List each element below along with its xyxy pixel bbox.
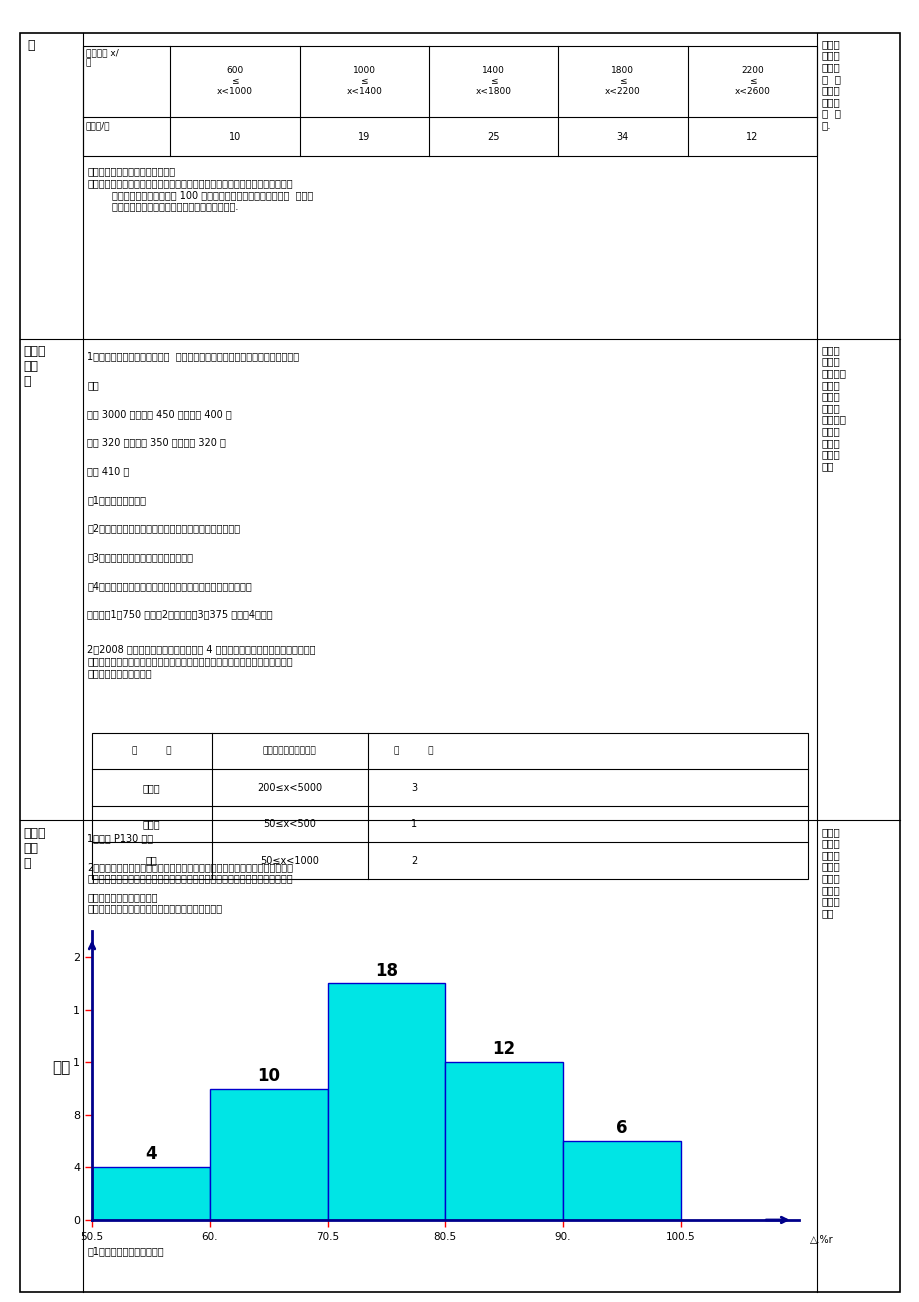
Text: 2、某班同学进行数学测验，将所得成绩（得分取整数）进行整理后分成五组，
并绘制成频数分布直方图（如下图）请结合直方图提供的信息，回答下列问题：: 2、某班同学进行数学测验，将所得成绩（得分取整数）进行整理后分成五组， 并绘制成… (87, 862, 293, 884)
Text: 三、例
题讲
解: 三、例 题讲 解 (23, 345, 45, 388)
Text: 羽毛球: 羽毛球 (142, 819, 161, 829)
Text: 50≤x<500: 50≤x<500 (263, 819, 316, 829)
Text: 灯泡数/个: 灯泡数/个 (85, 121, 110, 130)
Text: 3: 3 (411, 783, 416, 793)
Text: 10: 10 (229, 132, 241, 142)
Text: 杂工 320 元招待甲 350 元招待乙 320 元: 杂工 320 元招待甲 350 元招待乙 320 元 (87, 437, 226, 448)
Text: 2200
≤
x<2600: 2200 ≤ x<2600 (733, 66, 769, 96)
Text: 使用寿命 x/
时: 使用寿命 x/ 时 (85, 48, 119, 68)
Text: 1000
≤
x<1400: 1000 ≤ x<1400 (346, 66, 381, 96)
Text: 通过问
题的解
决，让
学生进
一步体
会数据
的权的
作用: 通过问 题的解 决，让 学生进 一步体 会数据 的权的 作用 (821, 827, 839, 918)
Text: 1、课本 P130 练习: 1、课本 P130 练习 (87, 833, 153, 844)
Text: 会计 410 元: 会计 410 元 (87, 466, 130, 477)
Text: 50≤x<1000: 50≤x<1000 (260, 855, 319, 866)
Text: 张          数: 张 数 (394, 747, 433, 755)
Bar (83, 46, 816, 156)
Text: 2、2008 年奥运会将在北京举行，今年 4 月份门票销售网上已开始全面预订．晓
函一家三口准备去北京看奥运会，开幕式一家三人都看，妈妈喜欢看羽毛球，而
爸爸和: 2、2008 年奥运会将在北京举行，今年 4 月份门票销售网上已开始全面预订．晓… (87, 644, 315, 677)
Text: 25: 25 (487, 132, 499, 142)
Text: 王某 3000 元厨师甲 450 元厨师乙 400 元: 王某 3000 元厨师甲 450 元厨师乙 400 元 (87, 409, 232, 419)
Text: 开幕式: 开幕式 (142, 783, 161, 793)
Text: 这批灯泡的平均使用寿命是多少？
分析：灯泡的考察带有破坏性，因此我们不能用全面调查的方法考察这批灯泡的
        平均使用寿命．采用抽出 100 只灯泡的: 这批灯泡的平均使用寿命是多少？ 分析：灯泡的考察带有破坏性，因此我们不能用全面调… (87, 167, 313, 211)
Text: 项          目: 项 目 (132, 747, 171, 755)
Text: （2）平均工资能否反映帮工人员在该月收入的一般水平？: （2）平均工资能否反映帮工人员在该月收入的一般水平？ (87, 523, 240, 534)
Text: 平均每张票的价格是多少？
你能估计出本次奥运会的门票的平均价格是多少吗？: 平均每张票的价格是多少？ 你能估计出本次奥运会的门票的平均价格是多少吗？ (87, 892, 222, 914)
Text: 34: 34 (616, 132, 629, 142)
Text: （1）计算平均工资；: （1）计算平均工资； (87, 495, 146, 505)
Text: 200≤x<5000: 200≤x<5000 (257, 783, 322, 793)
Text: 600
≤
x<1000: 600 ≤ x<1000 (217, 66, 253, 96)
Text: 四、巩
固提
高: 四、巩 固提 高 (23, 827, 45, 870)
Text: 答案：（1）750 元，（2）不能！（3）375 元，（4）能！: 答案：（1）750 元，（2）不能！（3）375 元，（4）能！ (87, 609, 273, 620)
Text: 通过实
际问题
的解决，
让学生
体会数
据的权
的作用，
体验参
与数学
活动的
乐趣: 通过实 际问题 的解决， 让学生 体会数 据的权 的作用， 体验参 与数学 活动… (821, 345, 845, 471)
Text: 学会如
何应用
样本估
计  总
体，明
确统计
的  内
涵.: 学会如 何应用 样本估 计 总 体，明 确统计 的 内 涵. (821, 39, 840, 130)
Text: 19: 19 (357, 132, 370, 142)
Text: 票价范围（单位：元）: 票价范围（单位：元） (263, 747, 316, 755)
Text: （3）去掉王某的工资后再算平均工资；: （3）去掉王某的工资后再算平均工资； (87, 552, 193, 562)
Text: 1: 1 (411, 819, 416, 829)
Text: （4）后一平均工资能代表帮工人员在该月收入的一般水平吗？: （4）后一平均工资能代表帮工人员在该月收入的一般水平吗？ (87, 581, 252, 591)
Text: 篮球: 篮球 (146, 855, 157, 866)
Text: 2: 2 (411, 855, 416, 866)
Text: 1400
≤
x<1800: 1400 ≤ x<1800 (475, 66, 511, 96)
Bar (92, 733, 807, 879)
Text: 12: 12 (745, 132, 757, 142)
Text: 资：: 资： (87, 380, 99, 391)
Text: 知: 知 (28, 39, 35, 52)
Text: 1800
≤
x<2200: 1800 ≤ x<2200 (605, 66, 641, 96)
Text: （1）该班共有多少名学生？: （1）该班共有多少名学生？ (87, 1246, 164, 1256)
Text: 1、个体户王某经营一家餐馆，  下面是在餐馆工作的所有人员在去年七月份的工: 1、个体户王某经营一家餐馆， 下面是在餐馆工作的所有人员在去年七月份的工 (87, 352, 300, 362)
